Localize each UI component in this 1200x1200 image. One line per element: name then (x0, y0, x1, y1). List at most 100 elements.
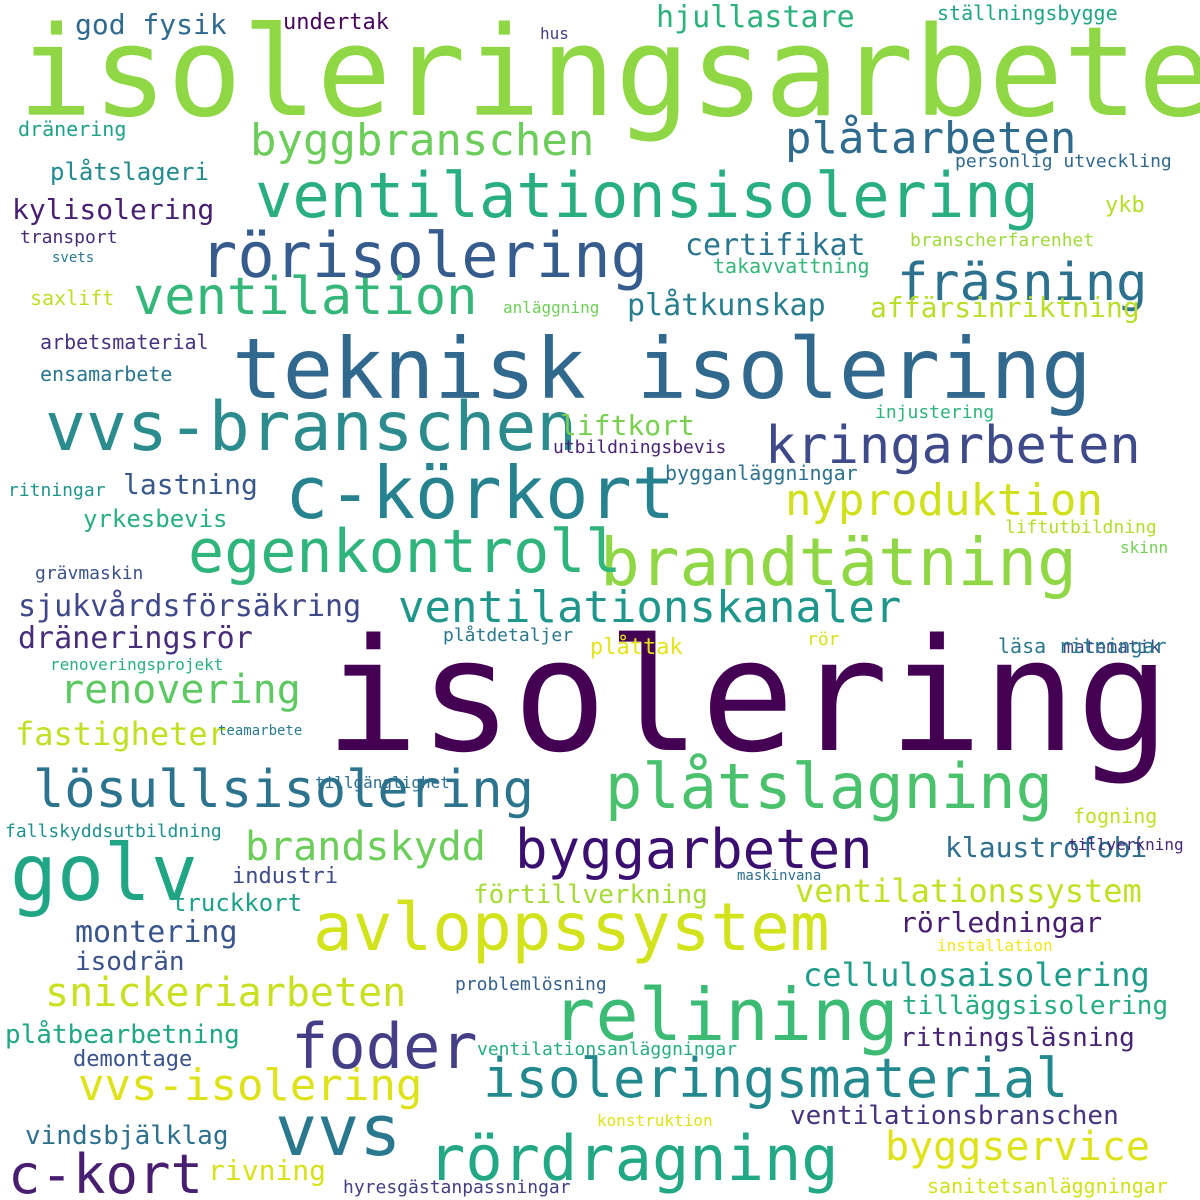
word-ventilationsanlaggningar: ventilationsanläggningar (477, 1039, 737, 1060)
word-liftutbildning: liftutbildning (1005, 517, 1157, 538)
word-byggbranschen: byggbranschen (250, 115, 594, 166)
word-yrkesbevis: yrkesbevis (83, 505, 228, 533)
word-rordragning: rördragning (428, 1122, 839, 1195)
word-personlig-utveckling: personlig utveckling (955, 151, 1172, 172)
word-undertak: undertak (283, 10, 389, 35)
word-utbildningsbevis: utbildningsbevis (553, 437, 726, 458)
word-ritningslasning: ritningsläsning (900, 1023, 1135, 1053)
word-cellulosaisolering: cellulosaisolering (803, 956, 1150, 994)
word-ventilationsbranschen: ventilationsbranschen (790, 1101, 1119, 1131)
word-liftkort: liftkort (560, 409, 695, 442)
word-industri: industri (232, 864, 338, 889)
word-rorledningar: rörledningar (900, 906, 1102, 939)
word-ror: rör (807, 629, 840, 650)
word-ensamarbete: ensamarbete (40, 362, 172, 386)
word-c-kort: c-kort (8, 1143, 203, 1200)
word-c-korkort: c-körkort (285, 451, 675, 535)
word-losullsisolering: lösullsisolering (33, 760, 534, 820)
word-isolering: isolering (325, 605, 1170, 787)
word-anlaggning: anläggning (503, 298, 599, 317)
word-fortillverkning: förtillverkning (473, 880, 708, 910)
word-tillverkning: tillverkning (1068, 835, 1184, 854)
word-isoleringsarbete: isoleringsarbete (18, 1, 1200, 145)
word-golv: golv (10, 829, 198, 919)
word-transport: transport (20, 227, 118, 248)
word-fastigheter: fastigheter (15, 715, 227, 753)
word-problemlosning: problemlösning (455, 974, 607, 995)
word-draneringsror: dräneringsrör (18, 621, 253, 656)
word-klaustrofobi: klaustrofobi (945, 831, 1147, 864)
word-lastning: lastning (123, 468, 258, 501)
word-isodran: isodrän (75, 947, 185, 977)
word-lasa-ritningar: läsa ritningar (998, 634, 1167, 658)
word-vvs-isolering: vvs-isolering (78, 1060, 422, 1111)
word-arbetsmaterial: arbetsmaterial (40, 330, 209, 354)
word-ventilationskanaler: ventilationskanaler (398, 582, 901, 633)
word-kylisolering: kylisolering (12, 193, 214, 226)
word-dranering: dränering (18, 117, 126, 141)
word-egenkontroll: egenkontroll (188, 517, 621, 587)
word-god-fysik: god fysik (75, 8, 227, 41)
word-branscherfarenhet: branscherfarenhet (910, 230, 1094, 251)
word-brandtatning: brandtätning (600, 524, 1077, 601)
word-tillganglighet: tillgänglighet (315, 773, 450, 792)
word-byggarbeten: byggarbeten (515, 818, 873, 881)
word-platdetaljer: plåtdetaljer (443, 625, 573, 646)
word-hus: hus (540, 24, 569, 43)
word-skinn: skinn (1120, 538, 1168, 557)
word-matematik: matematik (1063, 637, 1161, 658)
word-vvs: vvs (275, 1090, 401, 1172)
word-platkunskap: plåtkunskap (627, 288, 826, 323)
word-sjukvardsforsakring: sjukvårdsförsäkring (18, 589, 361, 624)
word-konstruktion: konstruktion (597, 1111, 713, 1130)
word-frasning: fräsning (897, 253, 1147, 313)
word-brandskydd: brandskydd (245, 824, 486, 870)
word-stallningsbygge: ställningsbygge (937, 1, 1118, 25)
word-ventilation: ventilation (133, 267, 477, 327)
word-hjullastare: hjullastare (656, 0, 855, 35)
word-maskinvana: maskinvana (737, 868, 821, 884)
word-foder: foder (291, 1010, 478, 1083)
word-sanitetsanlaggningar: sanitetsanläggningar (927, 1174, 1168, 1198)
word-teknisk-isolering: teknisk isolering (232, 320, 1092, 418)
word-platbearbetning: plåtbearbetning (5, 1019, 240, 1050)
word-vindsbjalklag: vindsbjälklag (25, 1121, 229, 1151)
word-ventilationssystem: ventilationssystem (795, 872, 1142, 910)
word-platslageri: plåtslageri (50, 157, 209, 186)
word-demontage: demontage (73, 1047, 192, 1072)
word-affarsinriktning: affärsinriktning (870, 291, 1140, 324)
word-renovering: renovering (60, 667, 301, 713)
word-gravmaskin: grävmaskin (35, 563, 143, 584)
word-svets: svets (52, 250, 94, 266)
word-teamarbete: teamarbete (218, 723, 302, 739)
word-fallskyddsutbildning: fallskyddsutbildning (5, 821, 222, 842)
word-byggservice: byggservice (885, 1124, 1150, 1170)
word-truckkort: truckkort (172, 889, 302, 917)
word-rivning: rivning (208, 1154, 326, 1187)
word-relining: relining (552, 973, 899, 1057)
word-platslagning: plåtslagning (605, 750, 1053, 823)
word-platarbeten: plåtarbeten (785, 113, 1076, 164)
word-nyproduktion: nyproduktion (785, 475, 1103, 526)
word-injustering: injustering (875, 402, 994, 423)
word-takavvattning: takavvattning (713, 254, 870, 278)
word-kringarbeten: kringarbeten (765, 416, 1141, 476)
word-snickeriarbeten: snickeriarbeten (45, 970, 406, 1016)
word-installation: installation (937, 936, 1053, 955)
word-ventilationsisolering: ventilationsisolering (255, 159, 1039, 232)
word-saxlift: saxlift (30, 286, 114, 310)
word-montering: montering (75, 915, 238, 950)
word-hyresgastanpassningar: hyresgästanpassningar (343, 1177, 571, 1198)
word-rorisolering: rörisolering (200, 219, 648, 292)
word-ykb: ykb (1105, 193, 1145, 218)
word-vvs-branschen: vvs-branschen (45, 388, 577, 467)
word-ritningar: ritningar (8, 480, 106, 501)
word-certifikat: certifikat (685, 228, 866, 263)
word-plattak: plåttak (590, 634, 683, 660)
word-avloppssystem: avloppssystem (313, 889, 830, 966)
word-renoveringsprojekt: renoveringsprojekt (50, 655, 223, 674)
word-fogning: fogning (1073, 804, 1157, 828)
word-isoleringsmaterial: isoleringsmaterial (483, 1047, 1068, 1110)
word-bygganlaggningar: bygganläggningar (665, 461, 858, 485)
